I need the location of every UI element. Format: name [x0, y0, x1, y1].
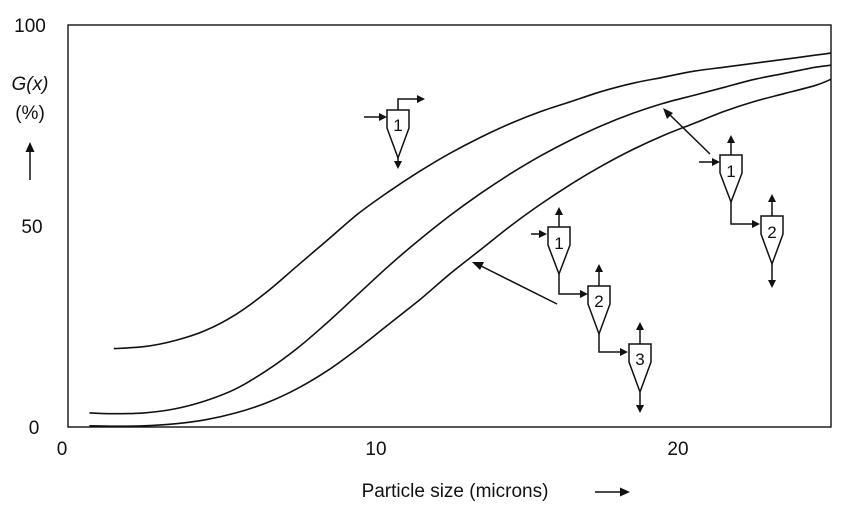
y-tick-label-0: 0: [29, 418, 40, 439]
x-tick-label-0: 0: [57, 439, 68, 460]
annotation-three-cyclones: 1 2 3: [472, 207, 652, 413]
y-axis-unit: (%): [15, 103, 45, 124]
cyclone-icon: [587, 285, 611, 337]
y-axis-label: G(x): [12, 74, 49, 95]
cyclone-icon: [386, 109, 410, 161]
annotation-two-cyclones: 1 2: [663, 108, 784, 288]
cyclone-stage-label: 1: [554, 234, 563, 253]
series-line-1: [113, 52, 832, 350]
x-tick-label-10: 10: [365, 439, 386, 460]
cyclone-stage-label: 1: [393, 116, 402, 135]
cyclone-icon: [547, 226, 571, 277]
plot-frame: [67, 24, 832, 428]
series-group: [89, 52, 832, 428]
cyclone-icon: [760, 215, 784, 267]
series-line-2: [89, 64, 832, 415]
x-axis-label: Particle size (microns): [362, 481, 549, 502]
x-tick-label-20: 20: [667, 439, 688, 460]
cyclone-stage-label: 1: [726, 162, 735, 181]
cyclone-stage-label: 2: [594, 292, 603, 311]
y-tick-label-50: 50: [21, 217, 42, 238]
cyclone-stage-label: 3: [635, 350, 644, 369]
cyclone-stage-label: 2: [767, 223, 776, 242]
x-axis-arrow-icon: [595, 487, 630, 497]
cyclone-icon: [719, 154, 743, 205]
y-axis-arrow-icon: [25, 142, 35, 180]
series-line-3: [89, 78, 832, 428]
cyclone-icon: [628, 343, 652, 395]
annotation-single-cyclone: 1: [364, 95, 425, 169]
y-tick-label-100: 100: [14, 16, 46, 37]
